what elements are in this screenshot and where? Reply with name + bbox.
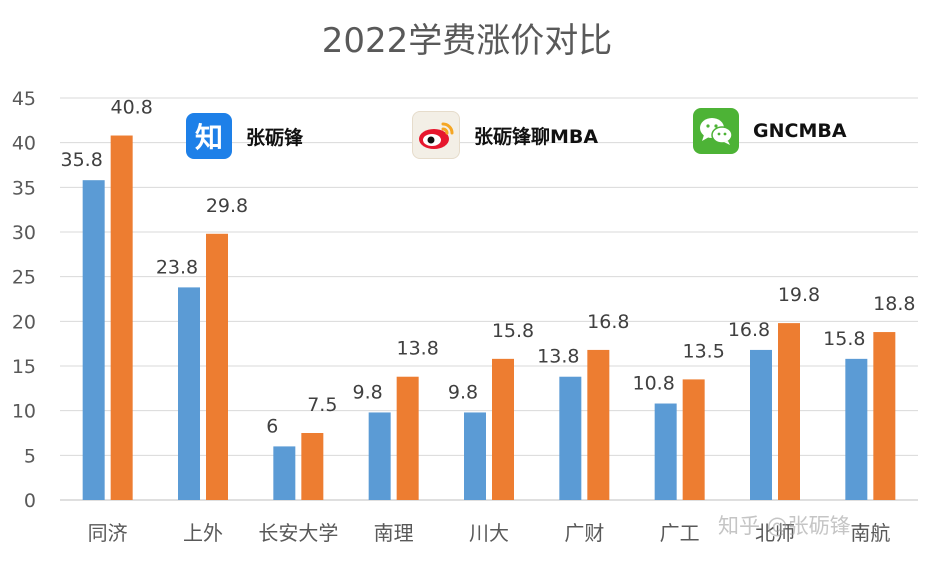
bar	[396, 376, 419, 500]
data-label: 6	[266, 415, 278, 437]
bar	[301, 433, 324, 500]
bar	[845, 358, 868, 500]
data-label: 16.8	[587, 311, 629, 333]
bar	[654, 403, 677, 500]
gridlines	[60, 97, 918, 501]
bar	[178, 287, 200, 500]
y-tick-label: 0	[24, 490, 36, 512]
bar	[368, 412, 391, 500]
brand-zhihu-label: 张砺锋	[246, 126, 304, 149]
data-label: 23.8	[156, 256, 198, 278]
chart-title: 2022学费涨价对比	[322, 21, 613, 61]
zhihu-icon: 知	[186, 113, 232, 159]
data-label: 13.5	[683, 340, 725, 362]
data-label: 15.8	[492, 320, 534, 342]
data-label: 18.8	[873, 293, 915, 315]
brand-weibo: 张砺锋聊MBA	[412, 111, 598, 159]
bar	[82, 180, 105, 501]
data-label: 16.8	[728, 319, 770, 341]
x-tick-label: 北师	[755, 521, 795, 545]
bar	[273, 446, 296, 500]
y-tick-label: 10	[12, 401, 36, 423]
y-tick-label: 25	[12, 267, 36, 289]
x-tick-label: 上外	[183, 521, 223, 545]
bar	[559, 376, 582, 500]
data-label: 15.8	[823, 328, 865, 350]
bar	[750, 349, 772, 500]
bar	[492, 358, 514, 500]
x-tick-label: 广工	[660, 521, 700, 545]
bar	[778, 323, 800, 500]
weibo-icon	[412, 111, 460, 159]
x-tick-label: 长安大学	[258, 521, 338, 545]
bar	[682, 379, 705, 500]
data-label: 13.8	[537, 346, 579, 368]
bar	[873, 332, 896, 500]
y-tick-label: 45	[12, 88, 36, 110]
y-tick-label: 20	[12, 311, 36, 333]
bars	[82, 135, 896, 501]
y-tick-label: 35	[12, 177, 36, 199]
x-tick-label: 广财	[564, 521, 604, 545]
y-axis-ticks: 0 5 10 15 20 25 30 35 40 45	[12, 88, 36, 512]
bar	[464, 412, 486, 500]
data-label: 9.8	[448, 381, 478, 403]
x-tick-label: 南航	[850, 521, 890, 545]
y-tick-label: 30	[12, 222, 36, 244]
brand-wechat: GNCMBA	[693, 108, 847, 154]
data-label: 40.8	[111, 97, 153, 119]
bar	[587, 349, 610, 500]
brand-zhihu: 知 张砺锋	[186, 113, 303, 159]
x-axis-ticks: 同济 上外 长安大学 南理 川大 广财 广工 北师 南航	[88, 521, 891, 545]
bar	[110, 135, 133, 500]
brand-weibo-label: 张砺锋聊MBA	[474, 125, 599, 148]
data-label: 19.8	[778, 284, 820, 306]
bar	[206, 233, 228, 500]
data-label: 10.8	[633, 373, 675, 395]
watermark: 知乎 @张砺锋	[718, 514, 851, 538]
data-label: 13.8	[397, 338, 439, 360]
x-tick-label: 同济	[88, 521, 128, 545]
y-tick-label: 5	[24, 445, 36, 467]
wechat-icon	[693, 108, 739, 154]
data-label: 7.5	[307, 394, 337, 416]
y-tick-label: 15	[12, 356, 36, 378]
x-tick-label: 川大	[469, 521, 509, 545]
y-tick-label: 40	[12, 133, 36, 155]
brand-wechat-label: GNCMBA	[753, 120, 847, 142]
data-label: 35.8	[61, 149, 103, 171]
data-labels: 35.840.823.829.867.59.813.89.815.813.816…	[61, 97, 916, 438]
x-tick-label: 南理	[374, 521, 414, 545]
data-label: 29.8	[206, 195, 248, 217]
data-label: 9.8	[353, 381, 383, 403]
